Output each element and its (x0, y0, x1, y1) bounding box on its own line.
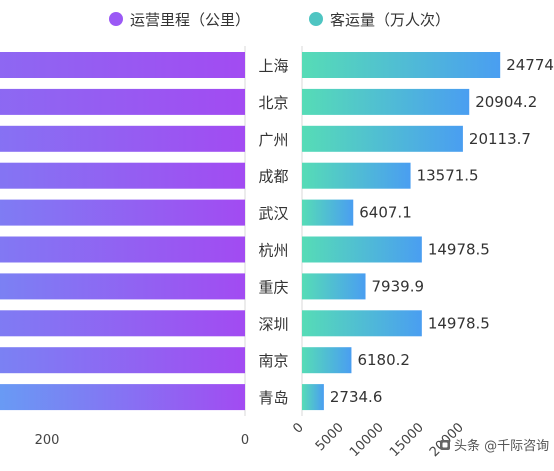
ridership-bar[interactable] (302, 199, 354, 226)
legend-label-ridership: 客运量（万人次） (330, 11, 450, 29)
ridership-bar[interactable] (302, 273, 366, 300)
watermark-text: 头条 @千际咨询 (454, 438, 549, 454)
ridership-tick-label: 15000 (387, 420, 427, 460)
ridership-value-label: 7939.9 (372, 277, 425, 295)
mileage-tick-label: 0 (241, 433, 249, 448)
city-label: 青岛 (258, 389, 288, 407)
city-label: 重庆 (258, 278, 288, 296)
mileage-bar[interactable] (0, 199, 245, 226)
watermark: 头条 @千际咨询 (440, 438, 549, 454)
city-label: 成都 (258, 168, 288, 186)
ridership-bar[interactable] (302, 347, 352, 374)
mileage-bar[interactable] (0, 125, 245, 152)
legend-item-ridership[interactable]: 客运量（万人次） (309, 11, 450, 29)
ridership-bar[interactable] (302, 88, 470, 115)
legend-swatch-ridership (309, 12, 323, 26)
mileage-bar[interactable] (0, 52, 245, 78)
city-label: 深圳 (258, 315, 288, 333)
ridership-value-label: 13571.5 (417, 167, 479, 185)
chart-legend: 运营里程（公里） 客运量（万人次） (109, 11, 450, 29)
ridership-value-label: 14978.5 (428, 241, 490, 259)
mileage-bar[interactable] (0, 273, 245, 300)
ridership-bar[interactable] (302, 125, 463, 152)
city-label: 武汉 (258, 205, 288, 223)
ridership-value-label: 6407.1 (359, 204, 412, 222)
ridership-tick-label: 0 (290, 420, 306, 436)
mileage-bar[interactable] (0, 162, 245, 189)
ridership-value-label: 14978.5 (428, 314, 490, 332)
mileage-bars: 825783609.8557.8478.6516434.6482.7428.52… (0, 52, 246, 411)
mileage-tick-label: 200 (35, 433, 60, 448)
ridership-value-label: 6180.2 (357, 351, 410, 369)
mileage-bar[interactable] (0, 347, 245, 374)
ridership-tick-label: 10000 (347, 420, 387, 460)
mileage-bar[interactable] (0, 310, 246, 337)
city-label: 杭州 (258, 242, 288, 260)
ridership-value-label: 20113.7 (469, 130, 531, 148)
mileage-bar[interactable] (0, 236, 245, 263)
ridership-bar[interactable] (302, 162, 411, 189)
city-label: 南京 (258, 352, 288, 370)
mileage-axis-ticks: 8006004002000 (35, 433, 250, 448)
legend-swatch-mileage (109, 12, 123, 26)
legend-label-mileage: 运营里程（公里） (130, 11, 250, 29)
ridership-bar[interactable] (302, 310, 422, 337)
legend-item-mileage[interactable]: 运营里程（公里） (109, 11, 250, 29)
city-label: 广州 (258, 131, 288, 149)
city-label: 上海 (258, 57, 288, 75)
ridership-bar[interactable] (302, 384, 324, 411)
ridership-value-label: 24774.6 (506, 56, 554, 74)
ridership-value-label: 20904.2 (475, 93, 537, 111)
toutiao-logo-icon (440, 440, 450, 450)
city-label: 北京 (258, 94, 288, 112)
ridership-bar[interactable] (302, 52, 501, 78)
ridership-bars: 24774.6 20904.2 20113.7 13571.5 6407.1 14978.… (302, 52, 554, 411)
ridership-tick-label: 5000 (313, 420, 347, 454)
ridership-axis-ticks: 05000100001500020000 (290, 420, 466, 460)
ridership-bar[interactable] (302, 236, 422, 263)
ridership-value-label: 2734.6 (330, 388, 383, 406)
mileage-bar[interactable] (0, 88, 245, 115)
mileage-bar[interactable] (0, 384, 246, 411)
